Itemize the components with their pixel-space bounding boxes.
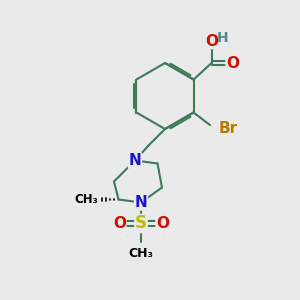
Text: O: O <box>156 216 169 231</box>
Text: S: S <box>135 214 147 232</box>
Text: O: O <box>226 56 239 70</box>
Text: CH₃: CH₃ <box>128 247 154 260</box>
Text: CH₃: CH₃ <box>75 193 98 206</box>
Text: O: O <box>113 216 126 231</box>
Text: H: H <box>217 31 229 44</box>
Text: N: N <box>129 153 141 168</box>
Text: Br: Br <box>218 121 238 136</box>
Text: O: O <box>205 34 218 49</box>
Text: N: N <box>135 195 147 210</box>
